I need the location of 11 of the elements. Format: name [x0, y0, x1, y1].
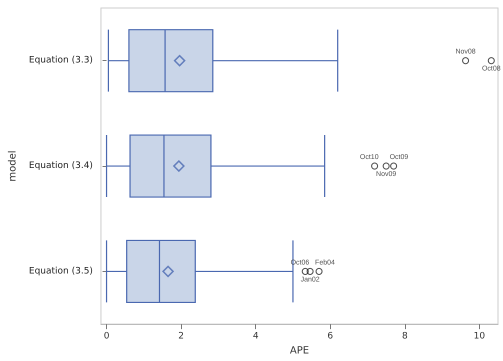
x-tick-label: 4 — [252, 332, 259, 342]
x-tick-label: 8 — [402, 332, 408, 342]
x-tick-label: 6 — [327, 332, 334, 342]
y-tick-label: Equation (3.4) — [28, 161, 93, 172]
x-axis-title: APE — [290, 346, 310, 356]
x-tick-label: 10 — [474, 332, 486, 342]
y-axis-title: model — [8, 150, 18, 182]
y-tick-label: Equation (3.3) — [28, 56, 93, 66]
x-tick-label: 0 — [104, 332, 110, 342]
x-tick-label: 2 — [178, 332, 184, 342]
y-tick-label: Equation (3.5) — [28, 266, 93, 276]
